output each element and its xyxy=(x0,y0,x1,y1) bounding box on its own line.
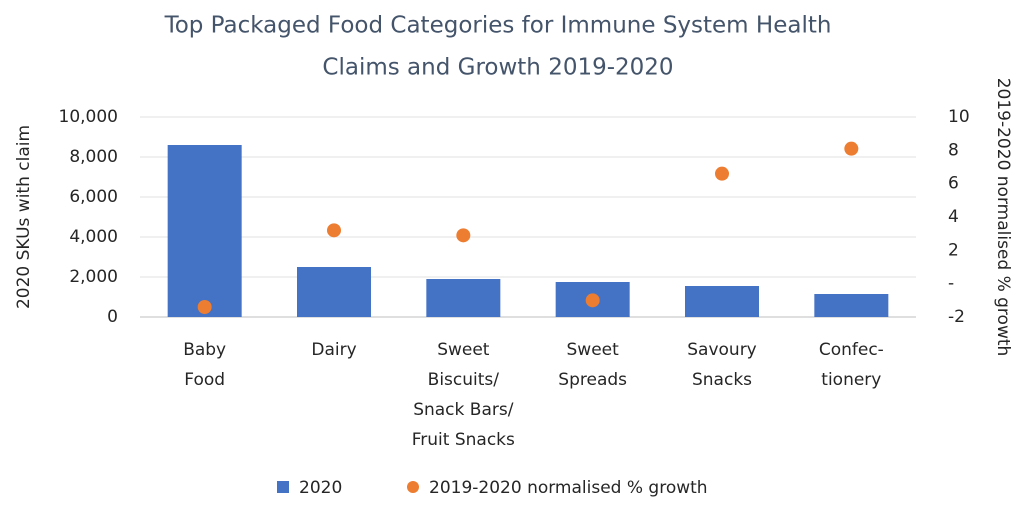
x-tick-label: Baby xyxy=(183,340,226,360)
y2-axis-label: 2019-2020 normalised % growth xyxy=(993,78,1013,357)
y-tick-label: 8,000 xyxy=(69,147,118,167)
y2-tick-label: 2 xyxy=(948,240,959,260)
x-tick-label: Confec- xyxy=(819,340,884,360)
point xyxy=(715,166,729,181)
x-tick-label: tionery xyxy=(821,370,881,390)
bar xyxy=(297,267,371,317)
y2-tick-label: - xyxy=(948,274,954,294)
chart-title: Claims and Growth 2019-2020 xyxy=(322,55,673,81)
y2-tick-label: -2 xyxy=(948,307,965,327)
y-tick-label: 4,000 xyxy=(69,227,118,247)
y2-tick-label: 8 xyxy=(948,140,959,160)
y2-tick-label: 6 xyxy=(948,174,959,194)
legend-label: 2020 xyxy=(299,478,342,498)
point xyxy=(585,293,600,308)
point xyxy=(456,228,471,243)
x-tick-label: Dairy xyxy=(311,340,356,360)
bar xyxy=(814,294,889,317)
legend-label: 2019-2020 normalised % growth xyxy=(429,478,708,498)
x-tick-label: Sweet xyxy=(437,340,490,360)
x-tick-label: Fruit Snacks xyxy=(412,430,515,450)
y2-tick-label: 4 xyxy=(948,207,959,227)
x-tick-label: Snacks xyxy=(692,370,752,390)
chart-title: Top Packaged Food Categories for Immune … xyxy=(164,13,832,39)
x-tick-label: Savoury xyxy=(687,340,757,360)
bar xyxy=(167,145,242,317)
point xyxy=(327,223,341,238)
y2-tick-label: 10 xyxy=(948,107,970,127)
x-tick-label: Sweet xyxy=(567,340,620,360)
point xyxy=(197,300,212,314)
x-tick-label: Biscuits/ xyxy=(428,370,500,390)
y-tick-label: 2,000 xyxy=(69,267,118,287)
legend-swatch xyxy=(277,481,289,493)
bar xyxy=(685,286,759,317)
y-tick-label: 6,000 xyxy=(69,187,118,207)
x-tick-label: Spreads xyxy=(558,370,627,390)
legend-swatch xyxy=(407,481,419,493)
point xyxy=(844,141,859,156)
y-axis-label: 2020 SKUs with claim xyxy=(14,125,34,309)
y-tick-label: 0 xyxy=(107,307,118,327)
y-tick-label: 10,000 xyxy=(59,107,118,127)
x-tick-label: Snack Bars/ xyxy=(413,400,514,420)
x-tick-label: Food xyxy=(184,370,225,390)
bar xyxy=(426,279,501,317)
